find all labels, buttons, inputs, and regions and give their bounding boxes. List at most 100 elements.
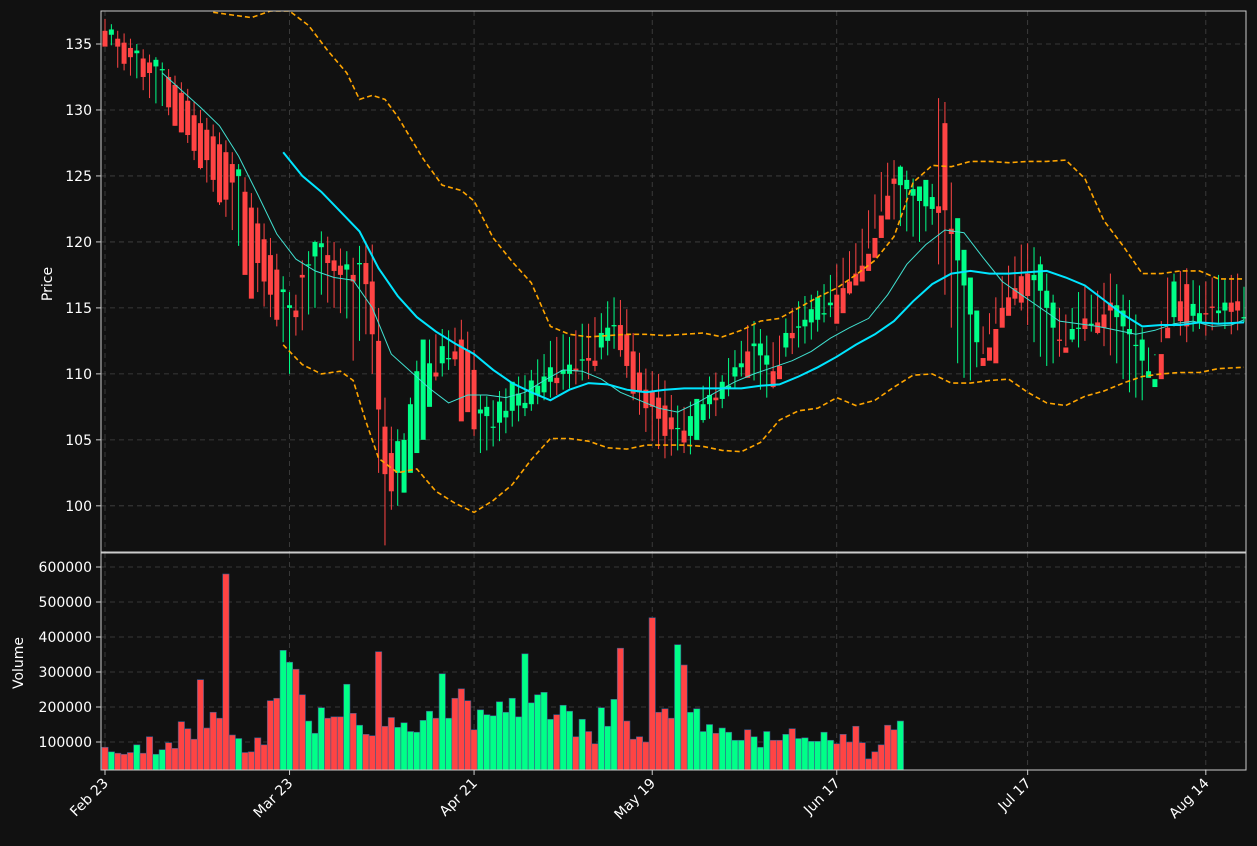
volume-bar [375,651,383,771]
candle-body [897,166,903,186]
volume-bar [814,740,822,771]
volume-bar [216,717,224,771]
candle-body [1031,274,1037,281]
candle-body [878,215,884,238]
candle-body [1101,314,1107,328]
upper-band-line [213,11,1244,338]
volume-bar [846,741,853,771]
volume-bar [769,739,777,771]
volume-bar [725,731,733,771]
candle-body [395,441,401,473]
volume-y-axis-label: Volume [11,637,27,689]
volume-bar [496,701,503,771]
candle-body [255,223,261,264]
volume-bar [566,710,573,771]
volume-bar [642,741,650,771]
volume-bar [731,739,739,771]
candle-body [497,401,503,423]
candle-body [980,358,986,366]
volume-bar [101,746,109,771]
candle-body [764,355,770,365]
candle-body [1095,322,1101,333]
volume-bar [744,729,752,771]
candle-body [808,309,814,323]
candle-body [344,264,350,270]
candle-body [1069,329,1075,340]
volume-bar [750,736,758,771]
candle-body [420,339,426,440]
price-y-tick-label: 125 [65,169,92,185]
volume-bar [209,711,217,771]
volume-bar [667,717,675,771]
candle-body [649,391,655,407]
candle-body [293,310,299,318]
candle-body [140,58,146,77]
candle-body [1006,297,1012,316]
volume-bar [763,731,771,771]
candle-body [242,191,248,275]
candle-body [261,239,267,282]
volume-bar [279,649,287,771]
candle-body [1063,347,1069,353]
candle-body [827,302,833,306]
candle-body [477,409,483,414]
volume-panel-frame [100,552,1247,771]
candle-body [1133,344,1139,347]
candle-body [770,371,776,388]
candle-body [197,123,203,169]
candle-body [1165,327,1171,339]
volume-bar [610,698,618,771]
volume-bar [438,673,446,771]
volume-bar [661,708,669,771]
volume-bar [559,704,567,771]
candle-body [484,406,490,417]
volume-bar [807,740,815,771]
candle-body [592,360,598,366]
volume-bar [419,719,427,771]
price-y-tick-label: 135 [65,37,92,53]
volume-bar [298,694,306,771]
volume-bar [616,647,624,771]
candle-body [134,50,140,54]
volume-bar [572,736,580,771]
price-y-tick-label: 100 [65,499,92,515]
volume-y-tick-label: 600000 [39,560,92,576]
candle-body [522,402,528,409]
candle-body [331,260,337,271]
volume-bar [623,720,631,771]
candle-body [1012,288,1018,299]
candle-body [1196,313,1202,323]
candle-body [668,417,674,430]
candle-body [1126,329,1132,335]
volume-bar [324,717,332,771]
candle-body [796,326,802,328]
volume-bar [190,738,198,771]
candle-body [414,371,420,454]
volume-y-axis: 100000 200000 300000 400000 500000 600000 [39,560,101,751]
candle-body [547,367,553,382]
volume-bar [896,720,904,771]
candle-body [210,136,216,180]
candle-body [834,294,840,324]
candle-body [433,372,439,377]
candle-body [102,30,108,47]
candle-body [1107,302,1113,311]
candle-body [1114,305,1120,318]
candle-body [885,195,891,220]
volume-bar [305,720,313,771]
candle-body [452,351,458,360]
candle-body [776,365,782,380]
candle-body [1171,281,1177,318]
volume-bar [674,644,682,771]
price-y-tick-label: 110 [65,367,92,383]
candle-body [1082,318,1088,330]
candle-body [1241,317,1246,319]
candle-body [306,264,312,266]
volume-bar [165,742,173,771]
volume-bar [788,728,796,771]
volume-bar [451,697,459,771]
volume-bar [686,711,694,771]
candle-body [1190,303,1196,316]
volume-y-tick-label: 500000 [39,595,92,611]
